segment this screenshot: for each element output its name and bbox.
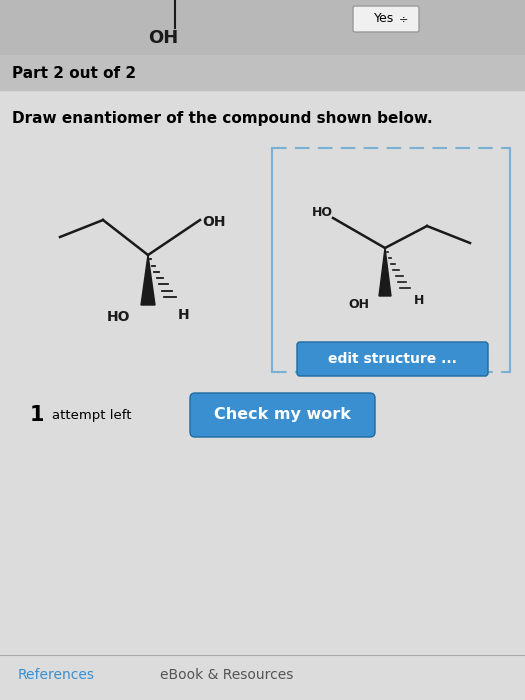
Text: HO: HO	[311, 206, 332, 218]
Text: H: H	[178, 308, 190, 322]
Text: attempt left: attempt left	[52, 409, 131, 421]
Text: Part 2 out of 2: Part 2 out of 2	[12, 66, 136, 81]
Text: Check my work: Check my work	[214, 407, 351, 423]
Text: OH: OH	[349, 298, 370, 312]
Text: OH: OH	[148, 29, 178, 47]
Text: OH: OH	[202, 215, 226, 229]
Bar	[0, 55, 525, 90]
FancyBboxPatch shape	[353, 6, 419, 32]
Text: Yes: Yes	[374, 13, 394, 25]
Bar	[0, 0, 525, 55]
Text: eBook & Resources: eBook & Resources	[160, 668, 293, 682]
Text: ÷: ÷	[398, 14, 408, 24]
Polygon shape	[141, 255, 155, 305]
Text: Draw enantiomer of the compound shown below.: Draw enantiomer of the compound shown be…	[12, 111, 433, 125]
Text: 1: 1	[30, 405, 45, 425]
Text: HO: HO	[106, 310, 130, 324]
Polygon shape	[379, 248, 391, 296]
FancyBboxPatch shape	[190, 393, 375, 437]
FancyBboxPatch shape	[297, 342, 488, 376]
Text: H: H	[414, 293, 424, 307]
Text: edit structure ...: edit structure ...	[328, 352, 457, 366]
Text: References: References	[18, 668, 95, 682]
